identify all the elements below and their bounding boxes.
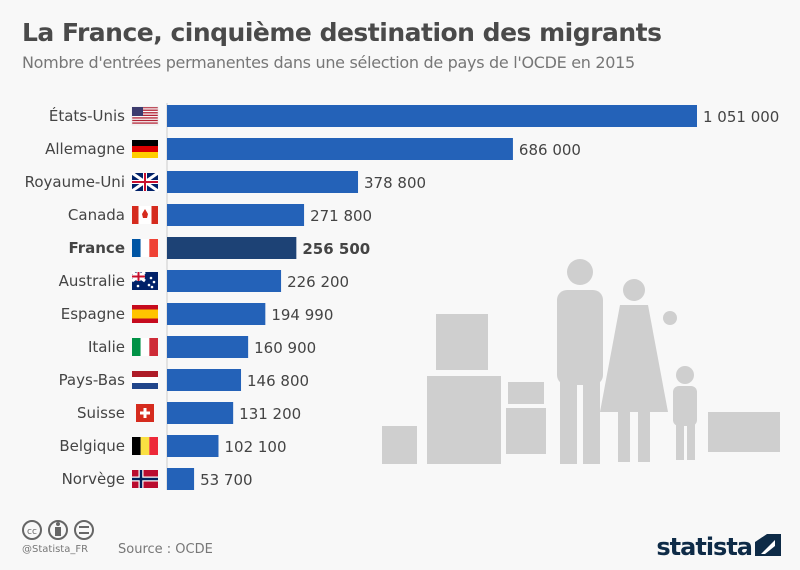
data-label: 256 500: [302, 240, 370, 258]
data-label: 146 800: [247, 372, 309, 390]
bar: [167, 468, 195, 490]
bar: [167, 237, 297, 259]
category-label: Belgique: [59, 437, 125, 455]
bar: [167, 138, 513, 160]
migrants-illustration: [382, 259, 780, 464]
bar: [167, 105, 697, 127]
bar: [167, 402, 234, 424]
flag-icon: [132, 206, 158, 224]
flag-icon: [131, 270, 158, 290]
category-label: Allemagne: [45, 140, 125, 158]
bar: [167, 270, 282, 292]
flag-icon: [132, 140, 158, 158]
category-label: États-Unis: [49, 106, 125, 125]
bar: [167, 303, 266, 325]
chart-title: La France, cinquième destination des mig…: [22, 18, 662, 47]
bar: [167, 435, 219, 457]
category-label: Australie: [59, 272, 125, 290]
data-label: 271 800: [310, 207, 372, 225]
data-label: 160 900: [254, 339, 316, 357]
category-label: Suisse: [77, 404, 125, 422]
category-label: Italie: [88, 338, 125, 356]
source: Source : OCDE: [118, 542, 213, 557]
flag-icon: [131, 106, 159, 126]
chart-subtitle: Nombre d'entrées permanentes dans une sé…: [22, 53, 635, 72]
data-label: 378 800: [364, 174, 426, 192]
bar: [167, 171, 359, 193]
category-label: Espagne: [61, 305, 125, 323]
data-label: 686 000: [519, 141, 581, 159]
flag-icon: [132, 338, 158, 356]
flag-icon: [132, 371, 158, 389]
svg-text:cc: cc: [27, 527, 37, 537]
flag-icon: [132, 470, 158, 488]
flag-icon: [132, 305, 158, 323]
category-label: Royaume-Uni: [25, 173, 125, 191]
bar: [167, 369, 242, 391]
data-label: 53 700: [200, 471, 253, 489]
twitter-handle: @Statista_FR: [22, 544, 89, 555]
flag-icon: [132, 239, 158, 257]
data-label: 102 100: [224, 438, 286, 456]
flag-icon: [131, 171, 159, 193]
category-label: France: [68, 239, 125, 257]
statista-logo-icon: [755, 534, 781, 556]
data-label: 131 200: [239, 405, 301, 423]
data-label: 194 990: [271, 306, 333, 324]
category-label: Pays-Bas: [59, 371, 126, 389]
category-label: Norvège: [62, 470, 125, 488]
cc-license-icons: cc: [22, 520, 94, 540]
category-label: Canada: [68, 206, 125, 224]
flag-icon: [132, 437, 158, 455]
flag-icon: [136, 404, 154, 422]
data-label: 1 051 000: [703, 108, 779, 126]
bar: [167, 204, 305, 226]
bar: [167, 336, 249, 358]
data-label: 226 200: [287, 273, 349, 291]
statista-logo: statista: [656, 533, 753, 561]
